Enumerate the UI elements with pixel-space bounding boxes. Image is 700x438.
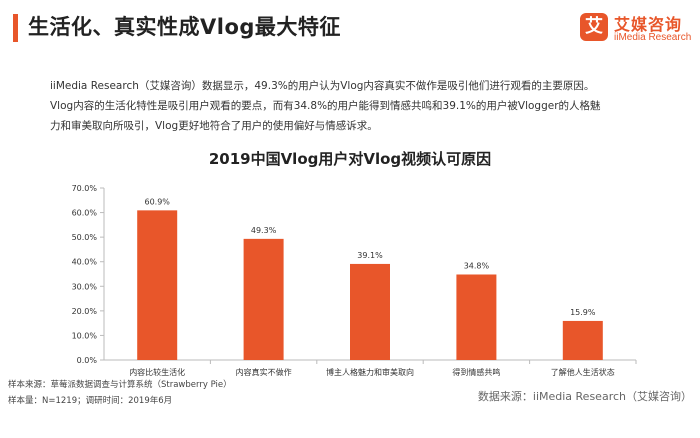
y-tick-label: 0.0% xyxy=(77,356,98,365)
sample-source: 样本来源：草莓派数据调查与计算系统（Strawberry Pie） xyxy=(8,380,232,390)
description-line: Vlog内容的生活化特性是吸引用户观看的要点，而有34.8%的用户能得到情感共鸣… xyxy=(50,100,601,112)
y-tick-label: 60.0% xyxy=(72,209,98,218)
x-category-label: 内容比较生活化 xyxy=(129,367,185,377)
bar-value-label: 39.1% xyxy=(357,251,383,260)
y-tick-label: 70.0% xyxy=(72,184,98,193)
logo-name-cn: 艾媒咨询 xyxy=(614,15,683,34)
bar-value-label: 34.8% xyxy=(464,261,490,270)
description-line: iiMedia Research（艾媒咨询）数据显示，49.3%的用户认为Vlo… xyxy=(50,80,595,92)
logo-icon: 艾 xyxy=(580,13,608,41)
title-accent-bar xyxy=(13,14,18,42)
bar-value-label: 60.9% xyxy=(144,197,170,206)
y-tick-label: 10.0% xyxy=(72,331,98,340)
page-title: 生活化、真实性成Vlog最大特征 xyxy=(28,15,341,39)
x-category-label: 了解他人生活状态 xyxy=(551,367,615,377)
x-category-label: 得到情感共鸣 xyxy=(452,367,500,377)
x-category-label: 博主人格魅力和审美取向 xyxy=(326,367,414,377)
y-tick-label: 30.0% xyxy=(72,282,98,291)
data-source: 数据来源：iiMedia Research（艾媒咨询） xyxy=(477,390,692,403)
description-line: 力和审美取向所吸引，Vlog更好地符合了用户的使用偏好与情感诉求。 xyxy=(50,120,378,132)
sample-size: 样本量：N=1219；调研时间：2019年6月 xyxy=(8,396,173,406)
logo-name-en: iiMedia Research xyxy=(614,32,692,43)
x-category-label: 内容真实不做作 xyxy=(236,367,292,377)
bar xyxy=(137,210,178,360)
description: iiMedia Research（艾媒咨询）数据显示，49.3%的用户认为Vlo… xyxy=(50,76,660,136)
bar-value-label: 15.9% xyxy=(570,308,596,317)
y-tick-label: 20.0% xyxy=(72,307,98,316)
bar xyxy=(243,238,284,360)
bar xyxy=(456,274,497,360)
bar xyxy=(350,263,390,360)
bar-value-label: 49.3% xyxy=(251,226,277,235)
bar xyxy=(562,320,603,360)
logo: 艾 艾媒咨询 iiMedia Research xyxy=(580,9,692,49)
y-tick-label: 40.0% xyxy=(72,258,98,267)
y-tick-label: 50.0% xyxy=(72,233,98,242)
chart-title: 2019中国Vlog用户对Vlog视频认可原因 xyxy=(208,150,492,168)
